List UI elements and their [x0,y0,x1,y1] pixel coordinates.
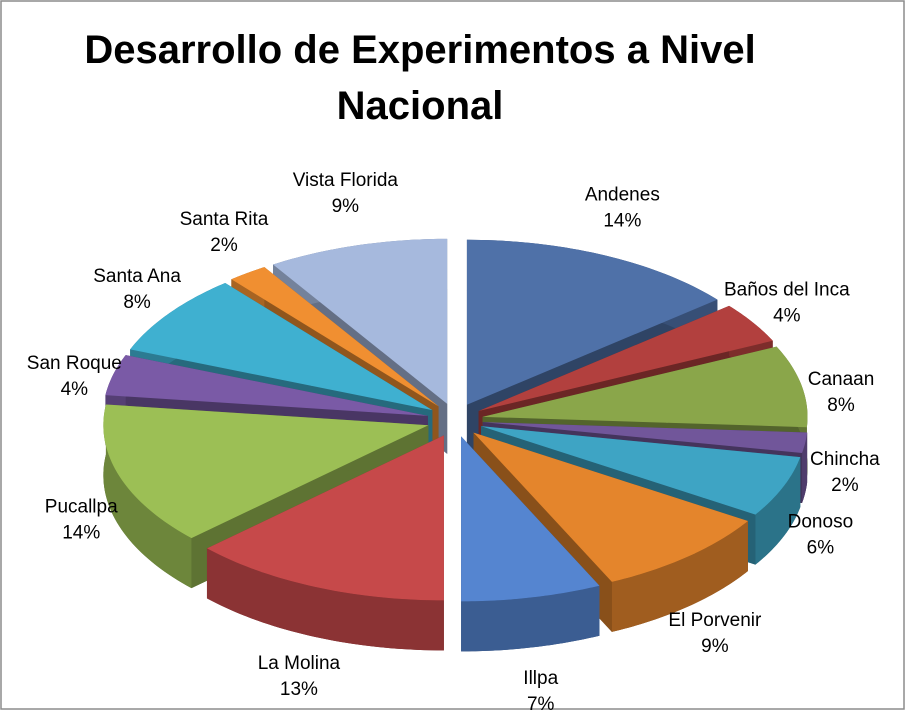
pie-slice [481,426,801,515]
slice-label: Canaan [808,369,875,390]
slice-label: Santa Rita [180,209,269,230]
pie-slice [478,305,773,411]
slice-value-label: 6% [807,538,835,559]
slice-value-label: 2% [210,235,238,256]
slice-value-label: 13% [280,679,318,700]
slice-value-label: 9% [701,636,729,657]
pie-slice [466,239,718,405]
slice-value-label: 7% [527,694,555,710]
slice-side [755,457,801,565]
slice [206,435,444,651]
slice-label: Vista Florida [293,170,399,191]
slice-label: Pucallpa [45,496,118,517]
pie-slice [130,282,433,411]
slice-side [611,521,748,632]
slice-side [206,548,444,651]
slice-label: Chincha [810,449,880,470]
slice-label: Donoso [788,512,854,533]
pie-slice [461,436,600,602]
chart-title: Desarrollo de Experimentos a Nivel Nacio… [84,28,756,128]
pie-slice [482,422,808,454]
pie-slice [231,267,439,407]
slice-label: Andenes [585,184,660,205]
slice-value-label: 4% [773,305,801,326]
slice-side [802,432,808,504]
pie-slice [105,355,428,416]
pie-slice [482,346,808,428]
slice-label: Baños del Inca [724,279,850,300]
slice-side [461,585,600,652]
slice-value-label: 9% [332,196,360,217]
slice-label: Illpa [523,668,558,689]
slice-value-label: 8% [827,395,855,416]
slice-value-label: 14% [603,210,641,231]
pie-slice [206,435,444,601]
slice-value-label: 14% [62,522,100,543]
slice-side [103,404,192,589]
pie-slice [273,238,448,404]
slice-value-label: 2% [831,475,859,496]
slice [461,436,600,652]
pie-slice [473,432,748,582]
slice-label: San Roque [27,353,122,374]
pie-slice [103,404,429,539]
slice-label: El Porvenir [668,610,762,631]
slice-value-label: 4% [61,379,89,400]
slice-label: La Molina [258,653,341,674]
slice-value-label: 8% [123,292,151,313]
slice-label: Santa Ana [93,266,181,287]
